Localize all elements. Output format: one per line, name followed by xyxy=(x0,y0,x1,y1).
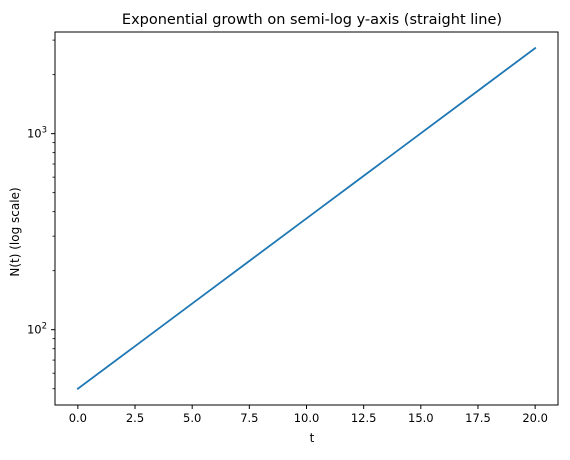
series-line xyxy=(76,46,537,390)
x-tick-label: 7.5 xyxy=(240,411,258,425)
x-tick-label: 10.0 xyxy=(294,411,320,425)
y-axis: 102 103 xyxy=(27,39,55,390)
y-tick-label: 102 xyxy=(27,322,47,337)
x-axis-label: t xyxy=(310,431,315,445)
x-tick-label: 5.0 xyxy=(183,411,201,425)
x-tick-label: 17.5 xyxy=(465,411,491,425)
x-tick-label: 15.0 xyxy=(408,411,434,425)
x-tick-label: 0.0 xyxy=(69,411,87,425)
y-axis-label: N(t) (log scale) xyxy=(8,187,22,276)
x-tick-label: 20.0 xyxy=(522,411,548,425)
chart-title: Exponential growth on semi-log y-axis (s… xyxy=(122,12,502,28)
y-tick-label: 103 xyxy=(27,126,47,141)
plot-frame xyxy=(54,31,559,406)
x-tick-label: 2.5 xyxy=(126,411,144,425)
x-axis: 0.0 2.5 5.0 7.5 10.0 12.5 15.0 17.5 20.0 xyxy=(69,405,548,425)
series-layer xyxy=(76,46,537,390)
x-tick-label: 12.5 xyxy=(351,411,377,425)
